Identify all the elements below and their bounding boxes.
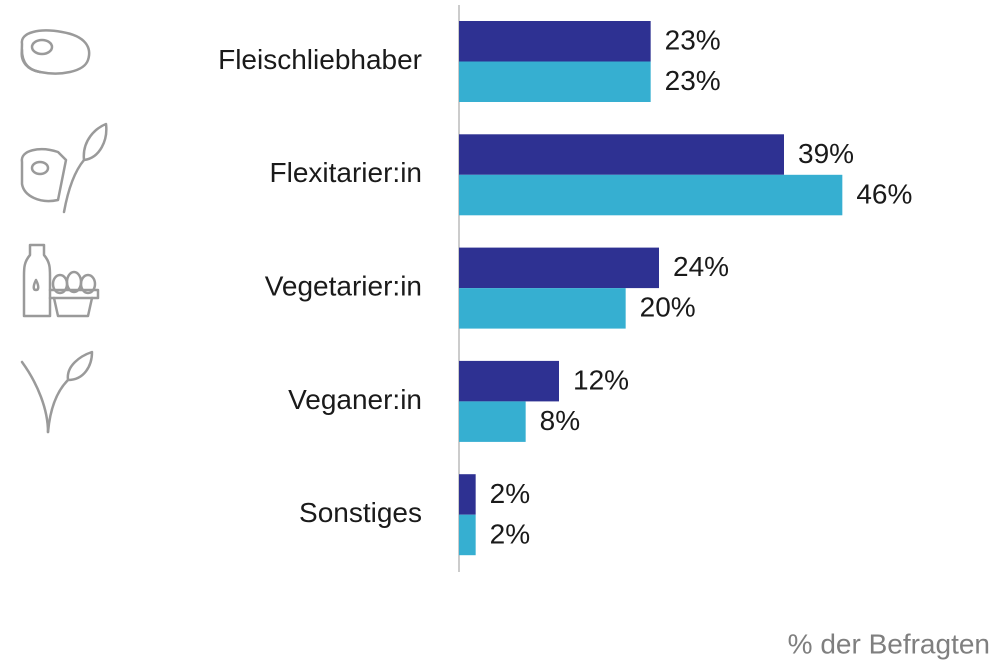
bar	[459, 474, 476, 515]
value-label: 23%	[665, 65, 721, 96]
value-label: 39%	[798, 138, 854, 169]
axis-label: % der Befragten	[788, 628, 990, 659]
category-label: Fleischliebhaber	[218, 44, 422, 75]
value-label: 46%	[856, 178, 912, 209]
bar	[459, 288, 626, 329]
value-label: 20%	[640, 292, 696, 323]
value-label: 2%	[490, 478, 530, 509]
bar	[459, 61, 651, 102]
icon-steak	[20, 29, 91, 75]
bar	[459, 174, 843, 216]
value-label: 2%	[490, 518, 530, 549]
icon-flexitarian	[20, 122, 108, 214]
value-label: 12%	[573, 365, 629, 396]
bar	[459, 514, 476, 556]
value-label: 24%	[673, 251, 729, 282]
category-label: Flexitarier:in	[270, 157, 422, 188]
category-label: Sonstiges	[299, 497, 422, 528]
value-label: 8%	[540, 405, 580, 436]
bar	[459, 360, 559, 402]
bar	[459, 247, 659, 289]
bar	[459, 21, 651, 62]
category-label: Vegetarier:in	[265, 270, 422, 301]
bar	[459, 134, 784, 175]
category-label: Veganer:in	[288, 384, 422, 415]
icon-vegetarian	[22, 243, 100, 318]
value-label: 23%	[665, 25, 721, 56]
bar	[459, 401, 526, 442]
icon-vegan	[20, 350, 94, 434]
